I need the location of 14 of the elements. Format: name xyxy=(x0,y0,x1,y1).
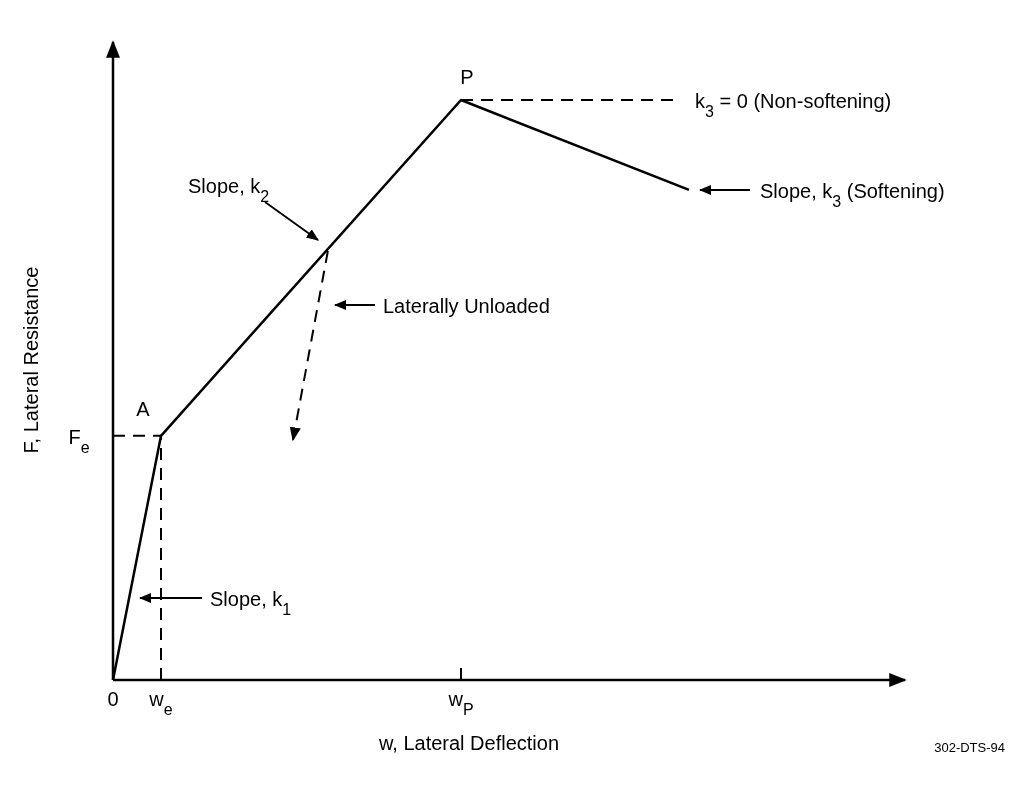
y-axis-title: F, Lateral Resistance xyxy=(20,266,42,454)
annotation: P xyxy=(460,66,474,88)
x-tick-label: w$_{e}$ xyxy=(148,688,173,718)
annotation: Slope, k$_{1}$ xyxy=(210,588,292,618)
text: 302-DTS-94 xyxy=(934,740,1005,755)
annotation: Slope, k$_{2}$ xyxy=(188,175,270,205)
text: Slope, k$_{3}$ (Softening) xyxy=(760,180,945,210)
x-axis-title: w, Lateral Deflection xyxy=(377,732,560,754)
annotation: A xyxy=(136,397,151,420)
annotation: Laterally Unloaded xyxy=(383,295,550,317)
x-tick-label: 0 xyxy=(107,688,119,710)
annotation: k$_{3}$ = 0 (Non-softening) xyxy=(695,90,892,120)
x-tick-label: w$_{P}$ xyxy=(447,688,474,718)
annotation: F$_{e}$ xyxy=(68,425,90,456)
